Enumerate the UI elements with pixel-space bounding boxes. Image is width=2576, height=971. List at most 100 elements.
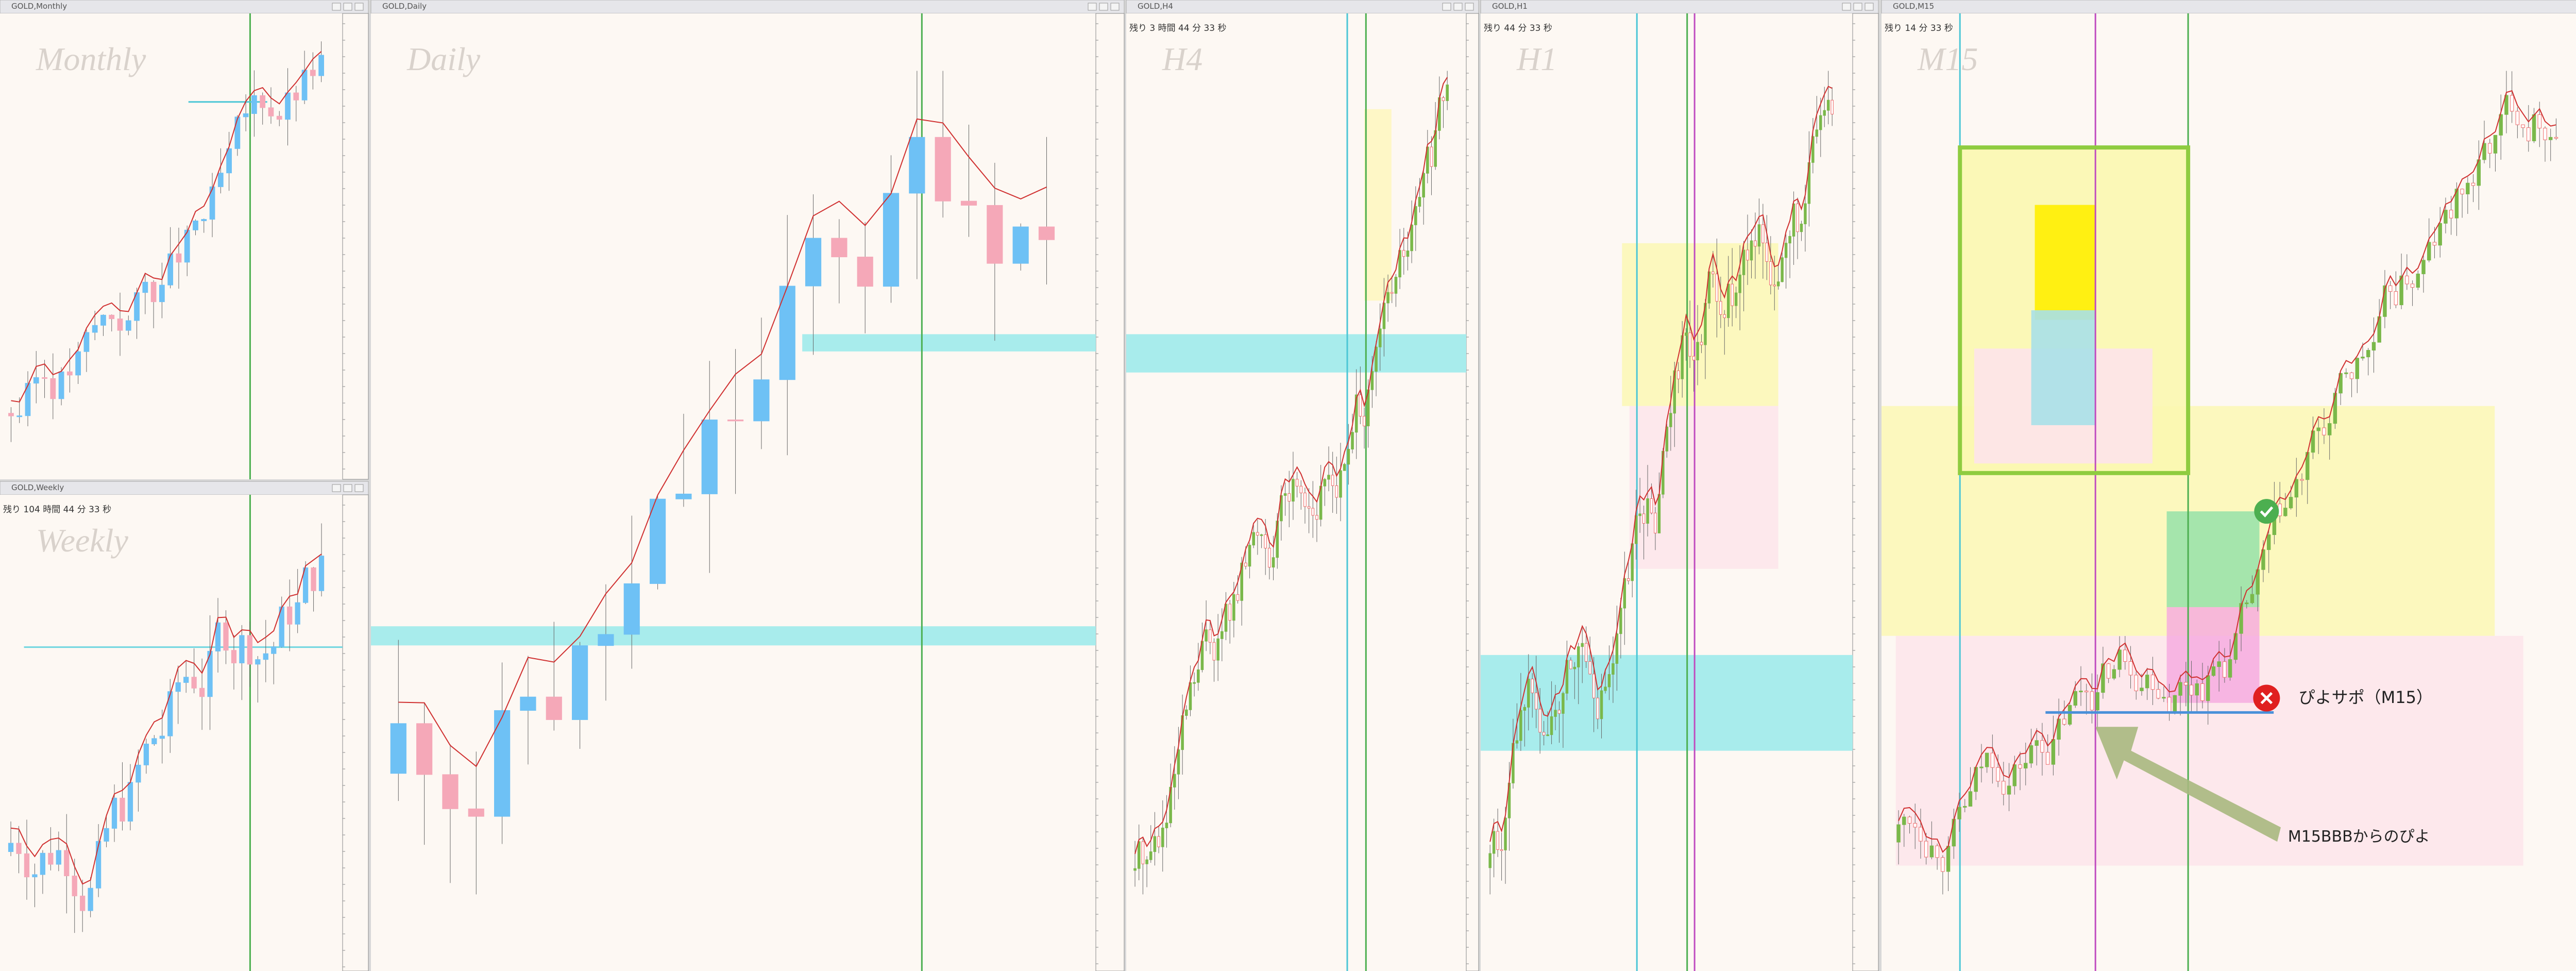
candle-body <box>167 691 173 736</box>
candle-body <box>1343 464 1346 471</box>
moving-average <box>1898 90 2556 853</box>
candle-body <box>287 606 293 625</box>
candle-body <box>598 634 614 646</box>
window-button[interactable] <box>1465 3 1474 11</box>
candle-body <box>1157 836 1160 847</box>
window-button[interactable] <box>343 484 352 492</box>
candle-body <box>2294 479 2299 498</box>
candle-body <box>1569 660 1572 669</box>
candle-body <box>1410 224 1413 252</box>
candle-body <box>2521 124 2525 128</box>
candle-body <box>2228 659 2232 678</box>
candle-body <box>255 659 261 665</box>
candle-body <box>1776 281 1780 287</box>
candle-body <box>95 841 101 889</box>
candle-body <box>2150 675 2155 690</box>
window-button[interactable] <box>332 3 341 11</box>
window-button[interactable] <box>354 484 364 492</box>
candle-body <box>1826 99 1830 111</box>
window-title: GOLD,H4 <box>1138 2 1173 11</box>
candle-body <box>2488 143 2492 154</box>
candle-body <box>1607 674 1611 688</box>
candle-body <box>1996 767 2000 782</box>
candle-body <box>831 238 848 258</box>
timeframe-label: Monthly <box>36 41 146 77</box>
candle-body <box>935 137 951 202</box>
window-button[interactable] <box>1853 3 1862 11</box>
candle-body <box>1731 283 1734 306</box>
moving-average <box>398 118 1047 767</box>
candle-body <box>1600 690 1603 719</box>
candle-body <box>1584 643 1588 662</box>
annotation: ぴよサポ（M15） <box>2299 688 2433 707</box>
candle-body <box>80 895 86 911</box>
window-button[interactable] <box>343 3 352 11</box>
candle-body <box>1386 292 1389 304</box>
candle-body <box>111 797 117 829</box>
candle-body <box>104 828 109 842</box>
candle-body <box>1800 223 1803 232</box>
candle-body <box>2195 683 2199 696</box>
candle-body <box>2394 291 2398 306</box>
candle-body <box>1562 693 1565 714</box>
candle-body <box>1557 710 1561 714</box>
window-button[interactable] <box>1088 3 1097 11</box>
window-button[interactable] <box>1099 3 1108 11</box>
candle-body <box>2002 781 2006 795</box>
candle-body <box>1359 394 1362 417</box>
check-mark <box>2260 506 2274 517</box>
candle-body <box>1515 740 1519 744</box>
moving-average <box>1134 77 1448 855</box>
candle-body <box>1638 513 1641 516</box>
candle-body <box>117 319 123 331</box>
candle-body <box>32 874 38 878</box>
candle-body <box>83 332 90 352</box>
countdown: 残り 44 分 33 秒 <box>1484 23 1552 34</box>
zone <box>2166 511 2260 607</box>
candle-body <box>2333 393 2337 424</box>
price-axis <box>1095 13 1125 971</box>
candle-body <box>1592 674 1596 698</box>
candle-body <box>623 583 640 635</box>
candle-body <box>159 735 165 739</box>
candle-body <box>675 493 692 499</box>
candle-body <box>1335 485 1338 498</box>
candle-body <box>1315 515 1318 520</box>
candle-body <box>1256 532 1259 535</box>
candle-body <box>1161 827 1164 847</box>
candle-body <box>1394 277 1398 294</box>
candle-body <box>2338 373 2343 394</box>
window-button[interactable] <box>354 3 364 11</box>
candle-body <box>2493 135 2498 154</box>
candle-body <box>56 850 61 865</box>
candle-body <box>25 383 31 416</box>
candle-body <box>1442 97 1445 101</box>
candle-body <box>2134 675 2138 691</box>
chart-window: GOLD,M15 M15 残り 14 分 33 秒 <box>1881 0 2576 971</box>
candle-body <box>1761 224 1765 243</box>
window-button[interactable] <box>1442 3 1451 11</box>
candle-body <box>2399 275 2403 306</box>
candle-body <box>2067 705 2072 725</box>
candle-body <box>1268 548 1271 568</box>
candle-body <box>1193 682 1196 684</box>
window-button[interactable] <box>1453 3 1463 11</box>
candle-body <box>159 284 165 303</box>
candle-body <box>546 696 562 720</box>
window-button[interactable] <box>1110 3 1120 11</box>
window-button[interactable] <box>1842 3 1851 11</box>
candle-body <box>1646 498 1649 524</box>
candle-body <box>2117 649 2122 670</box>
candle-body <box>151 738 157 744</box>
candle-body <box>318 556 325 591</box>
candle-body <box>1673 370 1676 414</box>
candle-body <box>193 221 198 230</box>
candle-body <box>2223 661 2227 678</box>
candle-body <box>909 137 925 194</box>
window-title: GOLD,Daily <box>382 2 427 11</box>
window-button[interactable] <box>332 484 341 492</box>
chart-window: GOLD,H1 H1 残り 44 分 33 秒 <box>1480 0 1879 971</box>
candle-body <box>1907 816 1912 824</box>
candle-body <box>2128 661 2133 676</box>
window-button[interactable] <box>1865 3 1874 11</box>
